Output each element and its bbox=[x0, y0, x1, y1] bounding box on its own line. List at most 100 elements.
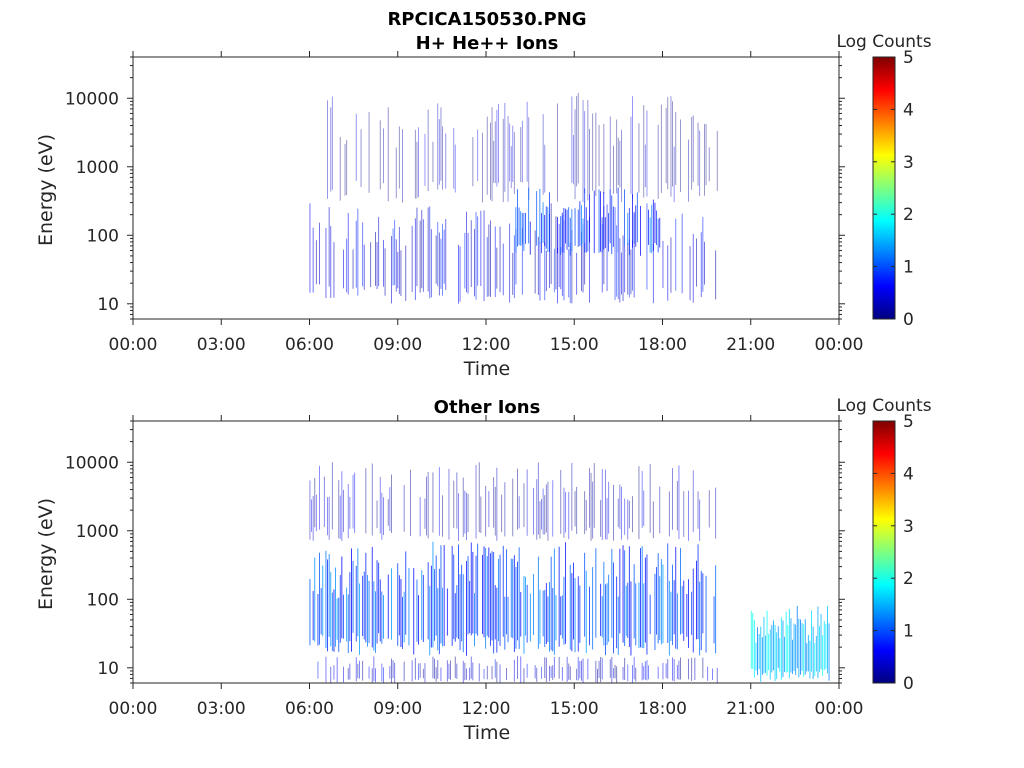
heatmap-cell bbox=[333, 665, 335, 680]
heatmap-cell bbox=[627, 582, 629, 638]
heatmap-cell bbox=[339, 137, 341, 201]
heatmap-cell bbox=[592, 567, 594, 650]
heatmap-cell bbox=[373, 581, 375, 651]
x-tick-label: 12:00 bbox=[462, 335, 511, 355]
y-tick-label: 1000 bbox=[76, 158, 119, 178]
heatmap-cell bbox=[675, 111, 677, 185]
heatmap-cell bbox=[646, 203, 648, 290]
colorbar-tick-label: 1 bbox=[903, 622, 914, 642]
heatmap-cell bbox=[571, 463, 573, 531]
heatmap-region bbox=[750, 606, 830, 682]
heatmap-cell bbox=[400, 250, 402, 296]
heatmap-cell bbox=[453, 554, 455, 640]
heatmap-cell bbox=[392, 660, 394, 679]
heatmap-cell bbox=[680, 657, 681, 680]
heatmap-cell bbox=[683, 580, 685, 641]
heatmap-cell bbox=[595, 548, 597, 638]
heatmap-cell bbox=[368, 580, 370, 644]
heatmap-cell bbox=[636, 192, 638, 243]
heatmap-cell bbox=[574, 491, 576, 527]
heatmap-cell bbox=[595, 112, 597, 196]
heatmap-cell bbox=[398, 126, 400, 189]
heatmap-cell bbox=[598, 125, 600, 187]
heatmap-cell bbox=[817, 606, 819, 679]
heatmap-cell bbox=[314, 477, 316, 528]
heatmap-cell bbox=[467, 556, 469, 635]
heatmap-cell bbox=[700, 570, 702, 651]
heatmap-cell bbox=[486, 665, 488, 680]
heatmap-cell bbox=[617, 137, 619, 185]
heatmap-cell bbox=[576, 95, 578, 187]
heatmap-cell bbox=[691, 657, 693, 681]
heatmap-cell bbox=[347, 213, 349, 295]
heatmap-cell bbox=[536, 191, 538, 246]
heatmap-cell bbox=[443, 545, 445, 646]
heatmap-cell bbox=[446, 660, 448, 682]
heatmap-cell bbox=[383, 667, 384, 683]
heatmap-cell bbox=[641, 470, 643, 528]
heatmap-cell bbox=[617, 498, 619, 528]
heatmap-cell bbox=[635, 583, 637, 646]
heatmap-cell bbox=[801, 623, 803, 671]
heatmap-cell bbox=[668, 491, 670, 537]
heatmap-cell bbox=[416, 207, 418, 287]
heatmap-cell bbox=[427, 471, 429, 539]
heatmap-cell bbox=[542, 590, 544, 637]
heatmap-cell bbox=[688, 658, 689, 680]
x-tick-label: 09:00 bbox=[373, 335, 422, 355]
heatmap-cell bbox=[611, 195, 613, 255]
heatmap-cell bbox=[506, 668, 507, 681]
heatmap-cell bbox=[760, 626, 762, 682]
heatmap-cell bbox=[614, 207, 616, 300]
heatmap-cell bbox=[376, 500, 378, 529]
heatmap-cell bbox=[662, 240, 664, 288]
heatmap-cell bbox=[544, 590, 546, 647]
heatmap-cell bbox=[480, 496, 482, 533]
heatmap-cell bbox=[469, 667, 471, 681]
heatmap-cell bbox=[367, 575, 368, 647]
heatmap-cell bbox=[333, 589, 335, 652]
heatmap-cell bbox=[643, 490, 645, 526]
heatmap-cell bbox=[617, 252, 619, 300]
heatmap-cell bbox=[474, 228, 475, 297]
heatmap-cell bbox=[376, 560, 378, 644]
heatmap-cell bbox=[323, 476, 325, 528]
heatmap-cell bbox=[421, 210, 423, 289]
heatmap-cell bbox=[614, 664, 616, 679]
heatmap-cell bbox=[391, 568, 392, 640]
heatmap-cell bbox=[676, 593, 678, 650]
heatmap-cell bbox=[403, 591, 405, 643]
x-axis: 00:00 03:00 06:00 09:00 12:00 15:00 18:00 21:00… bbox=[109, 51, 864, 355]
heatmap-cell bbox=[707, 666, 709, 681]
heatmap-cell bbox=[430, 229, 432, 298]
heatmap-cell bbox=[453, 128, 455, 189]
heatmap-cell bbox=[795, 624, 797, 676]
heatmap-cell bbox=[343, 489, 344, 533]
heatmap-cell bbox=[774, 625, 776, 681]
heatmap-cell bbox=[513, 132, 515, 194]
heatmap-cell bbox=[758, 634, 760, 670]
heatmap-cell bbox=[667, 97, 669, 190]
heatmap-cell bbox=[563, 487, 565, 538]
colorbar-label: Log Counts bbox=[836, 396, 931, 416]
heatmap-cell bbox=[678, 660, 680, 680]
heatmap-cell bbox=[327, 100, 328, 199]
heatmap-cell bbox=[624, 657, 626, 680]
heatmap-cell bbox=[403, 661, 405, 682]
heatmap-cell bbox=[568, 207, 570, 248]
heatmap-cell bbox=[432, 656, 434, 679]
heatmap-cell bbox=[557, 247, 558, 304]
heatmap-cell bbox=[750, 610, 752, 669]
heatmap-cell bbox=[621, 129, 622, 203]
heatmap-cell bbox=[697, 544, 699, 640]
panel-title: H+ He++ Ions bbox=[416, 33, 559, 54]
heatmap-cell bbox=[387, 107, 389, 202]
heatmap-cell bbox=[699, 130, 701, 197]
heatmap-cell bbox=[391, 474, 392, 533]
heatmap-cell bbox=[635, 667, 637, 682]
heatmap-cell bbox=[394, 662, 396, 683]
heatmap-cell bbox=[646, 554, 648, 655]
heatmap-cell bbox=[315, 494, 317, 532]
heatmap-cell bbox=[697, 491, 699, 529]
